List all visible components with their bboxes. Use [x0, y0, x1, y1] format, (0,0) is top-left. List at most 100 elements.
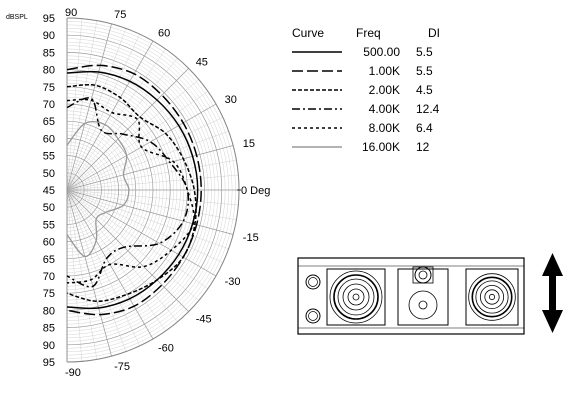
woofer-ring [329, 270, 383, 324]
grid-spoke [66, 58, 178, 191]
angle-label: -45 [196, 314, 212, 326]
legend-freq: 1.00K [368, 63, 400, 78]
grid-spoke [66, 40, 154, 191]
angle-label: 60 [158, 27, 170, 39]
grid-spoke [66, 130, 229, 191]
vertical-arrow-icon [542, 253, 563, 333]
grid-spoke [66, 189, 223, 263]
grid-spoke [66, 91, 209, 191]
legend-di: 12.4 [416, 101, 440, 116]
radial-tick-label: 85 [43, 47, 55, 59]
grid-spoke [66, 189, 127, 352]
unit-label: dBSPL [6, 14, 28, 21]
radial-tick-label: 65 [43, 254, 55, 266]
legend-di: 5.5 [416, 63, 433, 78]
legend-row: 8.00K 6.4 [292, 118, 482, 137]
radial-tick-label: 70 [43, 99, 55, 111]
angle-label: 30 [225, 94, 237, 106]
legend-row: 2.00K 4.5 [292, 80, 482, 99]
angle-label: 90 [65, 7, 77, 19]
grid-spoke [66, 23, 112, 191]
grid-spoke [66, 189, 209, 289]
radial-tick-label: 95 [43, 357, 55, 369]
legend-swatch [292, 145, 342, 148]
grid-spoke [66, 189, 239, 206]
angle-label: 15 [243, 138, 255, 150]
speaker-cabinet [297, 257, 525, 335]
legend-di: 4.5 [416, 82, 433, 97]
grid-spoke [66, 189, 112, 357]
woofer-ring [468, 273, 516, 321]
woofer-ring [337, 278, 375, 316]
angle-label: -90 [65, 367, 81, 379]
grid-spoke [66, 189, 199, 301]
angle-label: -75 [114, 361, 130, 373]
radial-tick-label: 75 [43, 82, 55, 94]
grid-spoke [66, 48, 166, 191]
radial-tick-label: 45 [43, 185, 55, 197]
legend-swatch [292, 126, 342, 129]
series-curve-4.00K [66, 97, 190, 288]
woofer-ring [479, 284, 505, 310]
grid-spoke [66, 189, 234, 235]
series-curve-500.00 [66, 70, 199, 310]
legend-swatch [292, 69, 342, 72]
woofer-ring [471, 276, 513, 318]
grid-spoke [66, 189, 98, 360]
legend-di: 5.5 [416, 44, 433, 59]
woofer-ring [333, 274, 379, 320]
radial-tick-label: 60 [43, 237, 55, 249]
grid-spoke [66, 79, 199, 191]
radial-tick-label: 50 [43, 202, 55, 214]
grid-spoke [66, 189, 178, 322]
port-outer [305, 274, 321, 290]
legend-di: 6.4 [416, 120, 433, 135]
angle-label: -30 [225, 276, 241, 288]
radial-tick-label: 65 [43, 116, 55, 128]
grid [66, 17, 240, 363]
legend: Curve Freq DI 500.00 5.5 1.00K 5.5 2.00K 4.5 4… [292, 24, 482, 156]
legend-header: Curve Freq DI [292, 24, 482, 42]
port-inner [308, 311, 318, 321]
grid-spoke [66, 159, 237, 191]
tweeter-inner [418, 270, 428, 280]
legend-row: 500.00 5.5 [292, 42, 482, 61]
radial-tick-label: 70 [43, 271, 55, 283]
woofer-ring [475, 280, 509, 314]
angle-label: 45 [196, 56, 208, 68]
woofer-panel [465, 268, 519, 326]
port-outer [305, 308, 321, 324]
tweeter-midrange-cap [418, 300, 428, 310]
radial-tick-label: 80 [43, 305, 55, 317]
arrow-shaft [549, 272, 556, 314]
grid-spoke [66, 145, 234, 191]
radial-tick-label: 90 [43, 340, 55, 352]
tweeter-midrange [408, 290, 438, 320]
angle-label: 75 [114, 9, 126, 21]
woofer-ring [484, 289, 500, 305]
legend-row: 16.00K 12 [292, 137, 482, 156]
grid-spoke [66, 189, 229, 250]
legend-swatch [292, 107, 342, 110]
legend-freq: 8.00K [368, 120, 400, 135]
grid-spoke [66, 34, 140, 191]
radial-tick-label: 90 [43, 30, 55, 42]
legend-freq: 500.00 [363, 44, 400, 59]
legend-rows: 500.00 5.5 1.00K 5.5 2.00K 4.5 4.00K 12.4 8.00K 6… [292, 42, 482, 156]
radial-tick-label: 80 [43, 65, 55, 77]
speaker-illustration [297, 257, 525, 335]
woofer-ring [352, 293, 360, 301]
radial-tick-label: 95 [43, 13, 55, 25]
legend-freq: 2.00K [368, 82, 400, 97]
radial-tick-label: 55 [43, 219, 55, 231]
grid-spoke [66, 174, 239, 191]
legend-row: 4.00K 12.4 [292, 99, 482, 118]
arrow-head-down [542, 310, 563, 333]
legend-header-di: DI [428, 26, 440, 40]
arrow-head-up [542, 253, 563, 276]
grid-spoke [66, 189, 237, 221]
legend-freq: 4.00K [368, 101, 400, 116]
legend-freq: 16.00K [361, 139, 400, 154]
radial-tick-label: 55 [43, 151, 55, 163]
angle-label: 0 Deg [241, 185, 270, 197]
